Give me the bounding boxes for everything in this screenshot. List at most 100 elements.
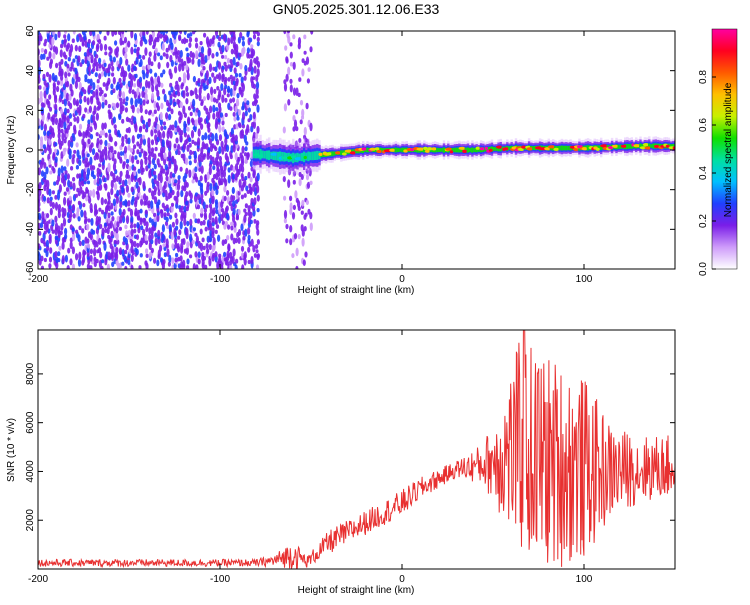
noise-speck [303,226,307,232]
noise-speck [144,156,148,161]
noise-speck [86,153,90,158]
noise-speck [227,243,231,251]
noise-speck [139,208,143,214]
noise-speck [301,199,305,207]
noise-speck [225,260,230,266]
ridge-band-3 [600,144,603,151]
noise-speck [96,84,100,90]
noise-speck [144,209,148,215]
noise-speck [71,133,75,138]
noise-speck [214,199,218,205]
noise-speck [124,237,128,246]
noise-speck [249,37,253,43]
y-tick-label: 2000 [25,509,36,532]
noise-speck [64,71,68,79]
noise-speck [96,79,100,84]
noise-speck [178,34,182,40]
noise-speck [95,89,99,96]
noise-speck [214,132,218,142]
noise-speck [191,139,195,144]
noise-speck [212,165,216,171]
noise-speck [185,38,189,43]
noise-speck [218,155,222,162]
noise-speck [234,152,238,161]
noise-speck [109,47,113,54]
noise-speck [140,225,144,231]
noise-speck [200,192,204,200]
noise-speck [74,67,78,75]
noise-speck [193,172,198,180]
noise-speck [188,142,192,148]
noise-speck [71,204,76,211]
ridge-band-3 [274,151,277,161]
ridge-hotspot [665,144,670,148]
noise-speck [46,56,50,61]
noise-speck [226,57,230,64]
noise-speck [48,106,53,112]
noise-speck [77,258,82,267]
noise-speck [217,41,221,48]
noise-speck [182,153,186,162]
noise-speck [104,43,108,51]
noise-speck [249,176,253,183]
noise-speck [38,194,41,203]
noise-speck [100,155,105,163]
noise-speck [234,105,238,113]
ridge-band-3 [353,149,356,154]
noise-speck [48,94,52,100]
noise-speck [301,68,305,77]
noise-speck [237,229,242,236]
noise-speck [204,226,208,232]
noise-speck [213,76,217,84]
noise-speck [306,181,311,189]
noise-speck [127,229,131,236]
noise-speck [63,147,67,152]
noise-speck [164,189,168,198]
noise-speck [101,101,105,109]
ridge-band-3 [276,151,280,161]
noise-speck [226,155,230,164]
noise-speck [213,88,217,94]
noise-speck [148,51,152,57]
noise-speck [243,214,247,223]
noise-speck [169,171,173,179]
ridge-band-3 [344,150,347,155]
noise-speck [199,242,204,252]
noise-speck [134,207,138,217]
noise-speck [197,251,201,258]
noise-speck [186,33,190,39]
noise-speck [211,217,215,223]
noise-speck [188,190,192,197]
ridge-hotspot [600,144,609,148]
spectrogram-ylabel: Frequency (Hz) [6,116,17,185]
noise-speck [182,90,186,99]
ridge-band-3 [259,149,262,160]
noise-speck [170,202,175,207]
noise-speck [144,39,148,45]
noise-speck [199,228,203,235]
noise-speck [212,104,216,113]
ridge-band-3 [464,147,467,153]
noise-speck [57,225,61,234]
noise-speck [133,240,137,248]
noise-speck [256,125,260,134]
noise-speck [246,31,250,36]
noise-speck [171,189,175,196]
noise-speck [180,190,184,198]
noise-speck [74,44,78,52]
noise-speck [172,173,176,178]
noise-speck [159,174,163,184]
noise-speck [104,132,108,138]
noise-speck [292,115,296,122]
noise-speck [160,72,164,78]
noise-speck [185,157,189,166]
noise-speck [66,80,70,88]
noise-speck [183,205,187,213]
noise-speck [121,40,125,45]
noise-speck [199,175,203,182]
noise-speck [115,232,119,241]
noise-speck [215,98,219,104]
ridge-hotspot [376,149,383,154]
noise-speck [119,151,124,156]
